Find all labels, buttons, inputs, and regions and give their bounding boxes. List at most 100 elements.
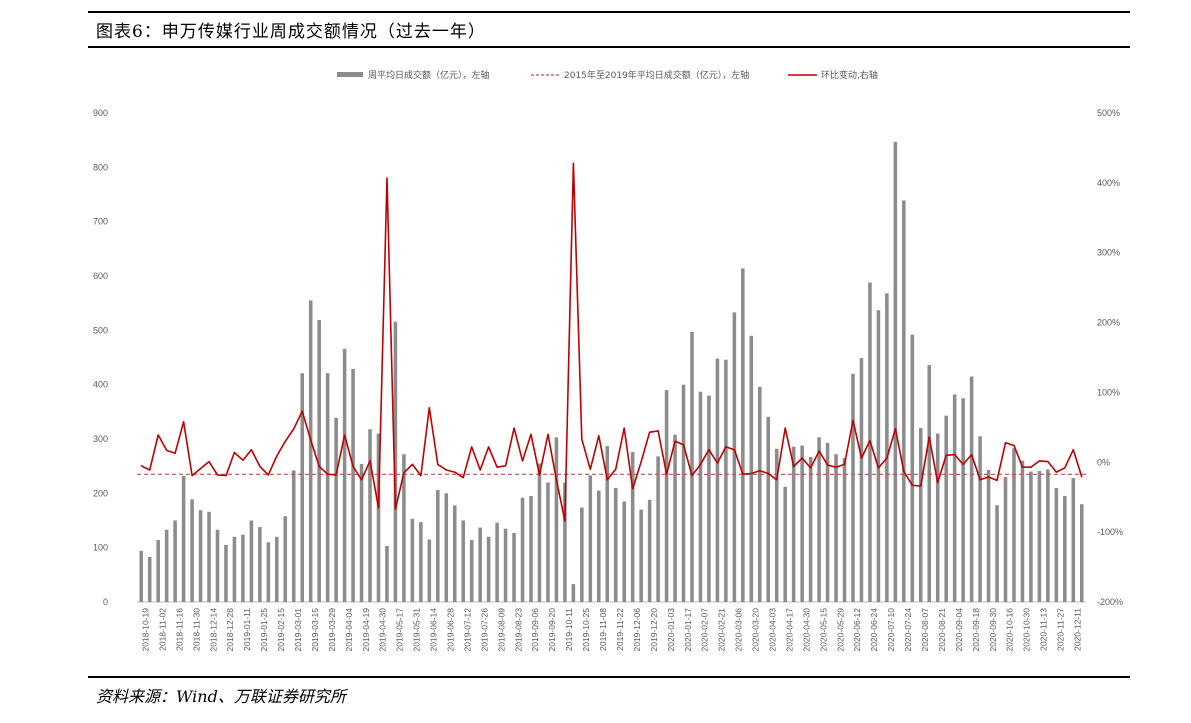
bar (741, 268, 745, 602)
bar (885, 293, 889, 602)
bar (198, 510, 203, 602)
change-point (394, 508, 397, 510)
x-tick-label: 2019-10-25 (581, 608, 591, 652)
bar (308, 300, 313, 602)
bar (673, 434, 677, 602)
bar (554, 437, 559, 602)
change-point (826, 464, 829, 466)
bar (910, 334, 915, 602)
x-tick-label: 2020-07-24 (903, 608, 913, 652)
change-point (521, 460, 524, 462)
bar (808, 456, 813, 602)
x-tick-label: 2020-04-03 (767, 608, 777, 652)
x-tick-label: 2018-10-19 (140, 608, 150, 652)
change-point (420, 474, 422, 477)
bar (817, 437, 821, 602)
bar (164, 529, 169, 602)
bar (859, 358, 864, 602)
x-tick-label: 2020-10-16 (1005, 608, 1015, 652)
change-point (623, 427, 625, 429)
top-border (88, 11, 1130, 13)
y-right-tick-label: 200% (1097, 318, 1120, 328)
x-tick-label: 2020-11-27 (1056, 608, 1066, 651)
x-tick-label: 2020-07-10 (886, 608, 896, 652)
change-point (225, 474, 227, 477)
x-tick-label: 2020-03-20 (751, 608, 761, 652)
x-tick-label: 2019-12-06 (632, 608, 642, 652)
change-point (564, 520, 566, 522)
legend-avg-label: 2015年至2019年平均日成交额（亿元），左轴 (564, 69, 749, 81)
x-tick-label: 2020-03-06 (734, 608, 744, 652)
change-point (276, 455, 278, 457)
change-point (615, 468, 617, 470)
change-point (1030, 466, 1032, 468)
x-tick-label: 2020-02-07 (700, 608, 710, 652)
x-tick-label: 2019-07-12 (462, 608, 472, 652)
change-point (860, 457, 863, 459)
change-point (183, 421, 185, 423)
change-point (428, 407, 430, 409)
bar (876, 310, 881, 602)
bar (393, 321, 398, 602)
bar (834, 454, 838, 602)
bar (842, 458, 847, 602)
chart-axes: 0 100 200 300 400 500 600 700 800 900 -200% -100% 0%… (93, 108, 1123, 651)
x-tick-label: 2019-04-19 (361, 608, 371, 652)
change-point (801, 457, 803, 459)
y-left-tick-label: 100 (93, 543, 108, 553)
bar (427, 539, 432, 602)
change-point (547, 433, 549, 435)
change-series (140, 162, 1083, 522)
bar (613, 487, 618, 602)
bar (376, 433, 381, 602)
x-tick-label: 2019-01-11 (242, 608, 252, 651)
bar (469, 540, 474, 602)
x-tick-label: 2018-11-16 (174, 608, 184, 651)
change-point (665, 473, 668, 475)
bar (410, 518, 415, 602)
bar (893, 141, 898, 602)
change-point (750, 472, 752, 475)
y-left-tick-label: 900 (93, 108, 108, 118)
change-point (674, 440, 676, 442)
bar (503, 528, 508, 602)
change-point (911, 484, 913, 486)
bar (969, 376, 974, 602)
change-point (284, 440, 286, 442)
change-point (1081, 476, 1083, 478)
change-point (157, 434, 159, 436)
bar (1063, 496, 1067, 602)
change-point (640, 460, 642, 463)
bar (825, 442, 830, 602)
change-point (1038, 460, 1040, 462)
x-tick-label: 2019-12-20 (649, 608, 659, 652)
bar (156, 540, 160, 602)
y-right-tick-label: -100% (1097, 527, 1123, 537)
y-right-tick-label: 0% (1097, 457, 1110, 467)
change-point (538, 474, 541, 476)
bar (147, 556, 152, 602)
legend: 周平均日成交额（亿元），左轴 2015年至2019年平均日成交额（亿元），左轴 … (337, 69, 878, 81)
bar (1029, 471, 1033, 602)
bar (563, 482, 567, 602)
x-tick-label: 2020-09-30 (988, 608, 998, 652)
change-point (937, 481, 939, 484)
x-tick-label: 2020-09-18 (971, 608, 981, 652)
bar (351, 368, 355, 602)
change-point (649, 431, 651, 433)
change-point (530, 433, 532, 435)
change-point (920, 485, 922, 487)
bar (588, 475, 593, 602)
change-point (810, 467, 812, 469)
change-point (987, 476, 990, 478)
bar (537, 463, 542, 602)
bar (630, 452, 635, 602)
change-point (437, 463, 439, 465)
bar (486, 536, 491, 602)
change-point (793, 465, 795, 468)
change-point (166, 449, 168, 452)
bar (325, 373, 330, 602)
x-tick-label: 2019-04-30 (378, 608, 388, 652)
x-tick-label: 2019-03-29 (327, 608, 337, 652)
change-point (149, 469, 151, 471)
